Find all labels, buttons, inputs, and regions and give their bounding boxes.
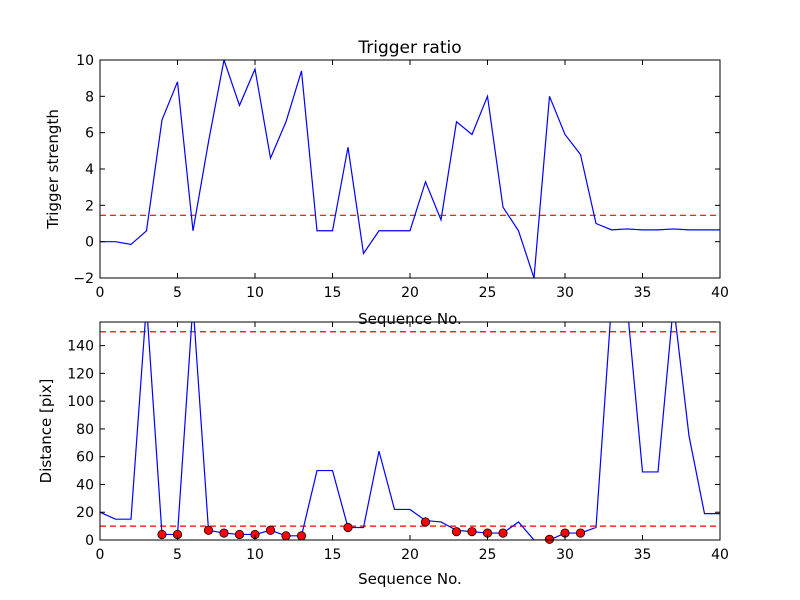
- top-x-tick-label: 10: [246, 285, 264, 301]
- bottom-marker-point: [265, 525, 276, 535]
- bottom-x-tick-label: 40: [711, 547, 729, 563]
- bottom-marker-point: [157, 529, 167, 540]
- top-y-tick-label: 6: [85, 126, 94, 142]
- bottom-x-tick-label: 10: [246, 547, 264, 563]
- bottom-plot-area: [100, 322, 720, 540]
- bottom-x-tick-label: 15: [324, 547, 342, 563]
- bottom-marker-point: [234, 529, 245, 540]
- bottom-marker-point: [281, 531, 291, 541]
- chart-title: Trigger ratio: [357, 38, 461, 58]
- bottom-x-tick-label: 20: [401, 547, 419, 563]
- top-y-axis-label: Trigger strength: [44, 109, 62, 230]
- top-x-tick-label: 15: [324, 285, 342, 301]
- bottom-x-tick-label: 0: [96, 547, 105, 563]
- bottom-y-tick-label: 60: [76, 450, 94, 466]
- bottom-marker-point: [451, 527, 462, 537]
- top-series-line: [100, 60, 720, 278]
- bottom-x-tick-label: 25: [479, 547, 497, 563]
- bottom-y-tick-label: 100: [67, 394, 94, 410]
- top-x-tick-label: 25: [479, 285, 497, 301]
- bottom-y-tick-label: 80: [76, 422, 94, 438]
- top-x-tick-label: 35: [634, 285, 652, 301]
- top-x-tick-label: 20: [401, 285, 419, 301]
- top-x-axis-label: Sequence No.: [358, 310, 462, 328]
- bottom-marker-point: [498, 528, 508, 538]
- bottom-y-tick-label: 120: [67, 366, 94, 382]
- top-y-tick-label: 10: [76, 53, 94, 69]
- bottom-marker-point: [467, 527, 477, 537]
- bottom-y-tick-label: 40: [76, 477, 94, 493]
- top-y-tick-label: 8: [85, 89, 94, 105]
- bottom-marker-point: [219, 528, 229, 538]
- bottom-x-tick-label: 35: [634, 547, 652, 563]
- bottom-y-tick-label: 20: [76, 505, 94, 521]
- bottom-x-tick-label: 5: [173, 547, 182, 563]
- bottom-marker-point: [575, 528, 586, 538]
- top-x-tick-label: 0: [96, 285, 105, 301]
- top-x-tick-label: 5: [173, 285, 182, 301]
- bottom-plot: 0 5 10 15 20 25 30 35 40 0 20 40 60 80 100 120 140: [67, 321, 729, 563]
- top-x-tick-label: 40: [711, 285, 729, 301]
- top-y-tick-label: 0: [85, 235, 94, 251]
- top-axes-frame: [99, 59, 721, 279]
- bottom-axes-frame: [99, 321, 721, 541]
- top-y-tick-label: −2: [73, 271, 94, 287]
- top-y-tick-label: 4: [85, 162, 94, 178]
- bottom-marker-point: [296, 531, 307, 541]
- bottom-x-axis-label: Sequence No.: [358, 570, 462, 588]
- bottom-marker-point: [343, 522, 353, 533]
- bottom-marker-point: [544, 534, 555, 544]
- top-plot-area: [100, 60, 720, 278]
- top-y-tick-label: 2: [85, 198, 94, 214]
- top-x-tick-label: 30: [556, 285, 574, 301]
- bottom-marker-point: [420, 517, 431, 527]
- bottom-x-tick-label: 30: [556, 547, 574, 563]
- bottom-series-line: [100, 322, 720, 540]
- bottom-y-tick-label: 140: [67, 339, 94, 355]
- bottom-y-tick-label: 0: [85, 533, 94, 549]
- bottom-y-axis-label: Distance [pix]: [37, 379, 55, 484]
- bottom-marker-point: [203, 525, 214, 535]
